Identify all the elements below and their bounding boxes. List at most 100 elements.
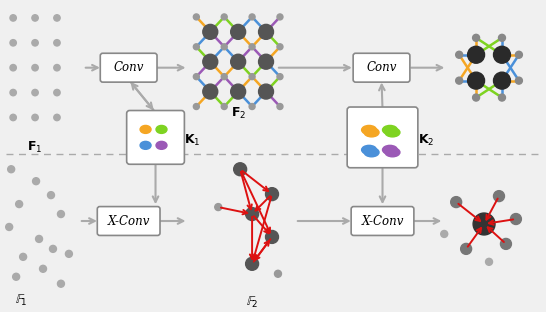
FancyBboxPatch shape: [97, 207, 160, 236]
Circle shape: [494, 191, 505, 202]
Circle shape: [66, 250, 73, 257]
Circle shape: [203, 24, 218, 39]
Circle shape: [32, 90, 38, 96]
Circle shape: [450, 197, 462, 207]
Circle shape: [467, 46, 484, 63]
Circle shape: [221, 44, 227, 50]
Circle shape: [10, 15, 16, 21]
Text: $\mathbf{K}_1$: $\mathbf{K}_1$: [185, 133, 201, 148]
Circle shape: [221, 104, 227, 110]
Circle shape: [259, 84, 274, 99]
Circle shape: [13, 273, 20, 280]
Circle shape: [515, 77, 523, 84]
Circle shape: [20, 253, 27, 260]
Circle shape: [234, 163, 247, 176]
Circle shape: [473, 94, 479, 101]
Circle shape: [32, 114, 38, 121]
Circle shape: [277, 104, 283, 110]
Circle shape: [221, 14, 227, 20]
Circle shape: [32, 15, 38, 21]
Circle shape: [265, 188, 278, 201]
Circle shape: [515, 51, 523, 58]
Circle shape: [246, 207, 259, 221]
Circle shape: [215, 204, 222, 211]
Circle shape: [277, 74, 283, 80]
Circle shape: [277, 44, 283, 50]
Circle shape: [10, 90, 16, 96]
Circle shape: [511, 213, 521, 225]
Circle shape: [277, 14, 283, 20]
Circle shape: [10, 40, 16, 46]
Ellipse shape: [380, 143, 395, 152]
Circle shape: [54, 65, 60, 71]
Circle shape: [501, 238, 512, 249]
Circle shape: [50, 246, 56, 252]
Circle shape: [35, 236, 43, 242]
Text: Conv: Conv: [114, 61, 144, 74]
Circle shape: [231, 54, 246, 69]
Ellipse shape: [359, 143, 374, 152]
Text: X-Conv: X-Conv: [361, 215, 403, 227]
Ellipse shape: [359, 123, 374, 132]
Circle shape: [32, 40, 38, 46]
Circle shape: [16, 201, 22, 207]
Circle shape: [10, 114, 16, 121]
Circle shape: [54, 90, 60, 96]
FancyBboxPatch shape: [347, 107, 418, 168]
Circle shape: [57, 211, 64, 217]
Text: $\mathbb{F}_1$: $\mathbb{F}_1$: [15, 293, 27, 308]
Ellipse shape: [383, 125, 397, 134]
Circle shape: [231, 84, 246, 99]
Circle shape: [494, 46, 511, 63]
Ellipse shape: [361, 145, 377, 154]
Circle shape: [54, 40, 60, 46]
Text: $\mathbf{F}_2$: $\mathbf{F}_2$: [230, 106, 246, 121]
Circle shape: [485, 258, 492, 265]
Ellipse shape: [140, 125, 151, 134]
Text: X-Conv: X-Conv: [108, 215, 150, 227]
Circle shape: [193, 14, 199, 20]
FancyBboxPatch shape: [351, 207, 414, 236]
Circle shape: [249, 104, 255, 110]
Circle shape: [456, 51, 462, 58]
Ellipse shape: [364, 128, 379, 137]
Circle shape: [456, 77, 462, 84]
Circle shape: [39, 265, 46, 272]
Circle shape: [249, 14, 255, 20]
Circle shape: [259, 54, 274, 69]
Circle shape: [473, 213, 495, 235]
Circle shape: [203, 54, 218, 69]
Circle shape: [193, 74, 199, 80]
Text: Conv: Conv: [366, 61, 397, 74]
Circle shape: [54, 15, 60, 21]
Circle shape: [265, 231, 278, 243]
Circle shape: [473, 34, 479, 41]
Ellipse shape: [156, 141, 167, 149]
Ellipse shape: [140, 141, 151, 149]
Ellipse shape: [364, 148, 379, 157]
Text: $\mathbf{K}_2$: $\mathbf{K}_2$: [418, 133, 434, 148]
Circle shape: [10, 65, 16, 71]
Circle shape: [48, 192, 55, 199]
FancyBboxPatch shape: [100, 53, 157, 82]
Ellipse shape: [385, 148, 400, 157]
Circle shape: [249, 44, 255, 50]
Circle shape: [33, 178, 39, 185]
Ellipse shape: [385, 128, 400, 137]
Circle shape: [498, 94, 506, 101]
Circle shape: [57, 280, 64, 287]
Circle shape: [498, 34, 506, 41]
Circle shape: [193, 104, 199, 110]
Ellipse shape: [380, 123, 395, 132]
Text: $\mathbf{F}_1$: $\mathbf{F}_1$: [27, 140, 43, 155]
Ellipse shape: [383, 145, 397, 154]
Circle shape: [203, 84, 218, 99]
Circle shape: [441, 231, 448, 237]
Circle shape: [221, 74, 227, 80]
Text: $\mathbb{F}_2$: $\mathbb{F}_2$: [246, 295, 258, 310]
Circle shape: [5, 223, 13, 231]
Circle shape: [249, 74, 255, 80]
Circle shape: [8, 166, 15, 173]
Circle shape: [494, 72, 511, 89]
Circle shape: [54, 114, 60, 121]
